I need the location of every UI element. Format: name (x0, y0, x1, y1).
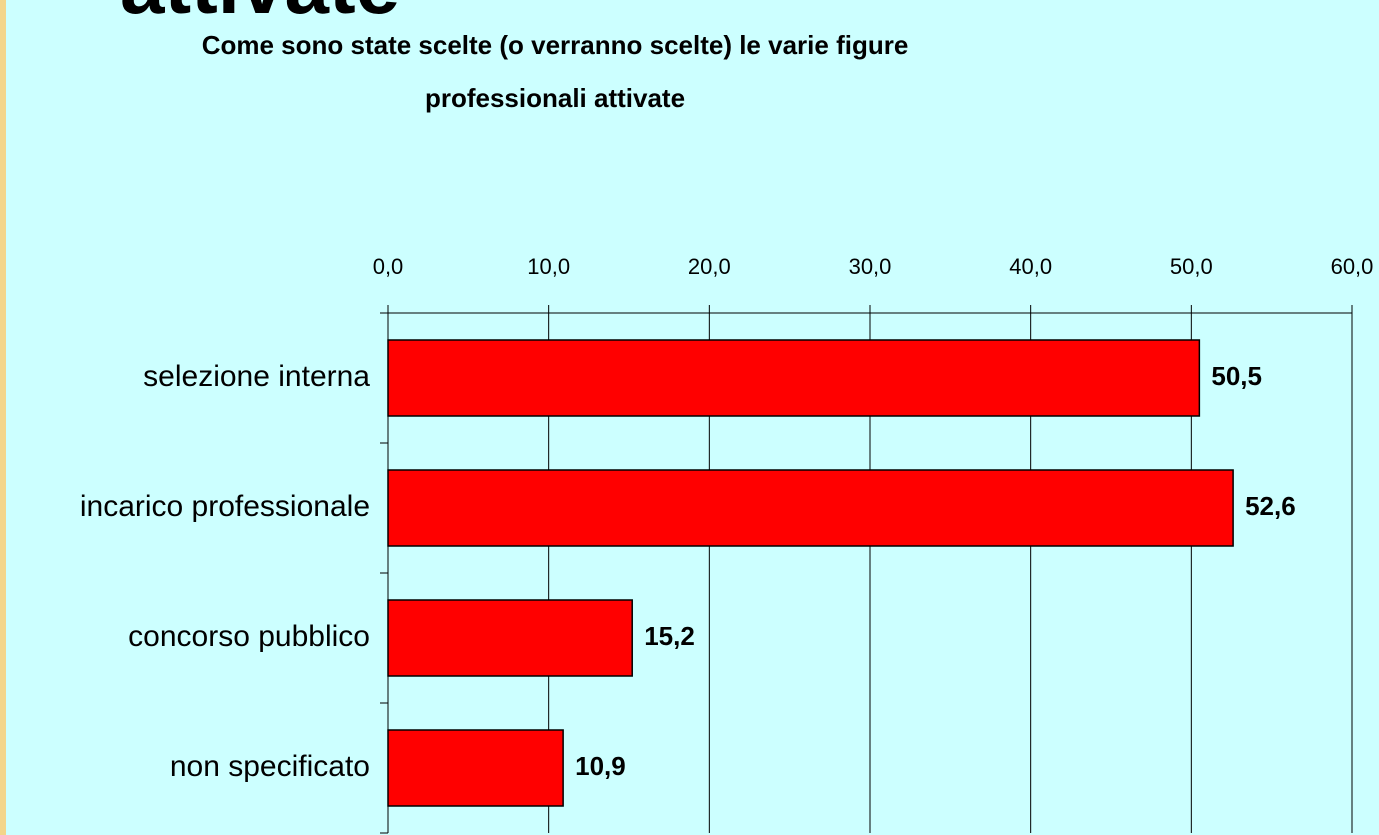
bar (387, 599, 633, 677)
chart-title: Come sono state scelte (o verranno scelt… (202, 30, 909, 60)
x-tick-label: 50,0 (1170, 254, 1213, 279)
value-label: 10,9 (575, 751, 626, 781)
y-tick-label: non specificato (170, 750, 370, 783)
y-tick-label: selezione interna (143, 360, 370, 393)
value-label: 50,5 (1211, 361, 1262, 391)
heading: attivate (120, 0, 400, 30)
x-tick-label: 60,0 (1331, 254, 1374, 279)
bar (387, 729, 564, 807)
x-tick-label: 10,0 (527, 254, 570, 279)
bar (387, 339, 1201, 417)
bar (387, 469, 1234, 547)
y-tick-label: incarico professionale (80, 490, 370, 523)
x-tick-label: 30,0 (849, 254, 892, 279)
value-label: 15,2 (644, 621, 695, 651)
left-border (0, 0, 6, 835)
x-tick-label: 0,0 (373, 254, 404, 279)
chart-title: professionali attivate (425, 83, 685, 113)
y-tick-label: concorso pubblico (128, 620, 370, 653)
x-tick-label: 40,0 (1009, 254, 1052, 279)
value-label: 52,6 (1245, 491, 1296, 521)
x-tick-label: 20,0 (688, 254, 731, 279)
